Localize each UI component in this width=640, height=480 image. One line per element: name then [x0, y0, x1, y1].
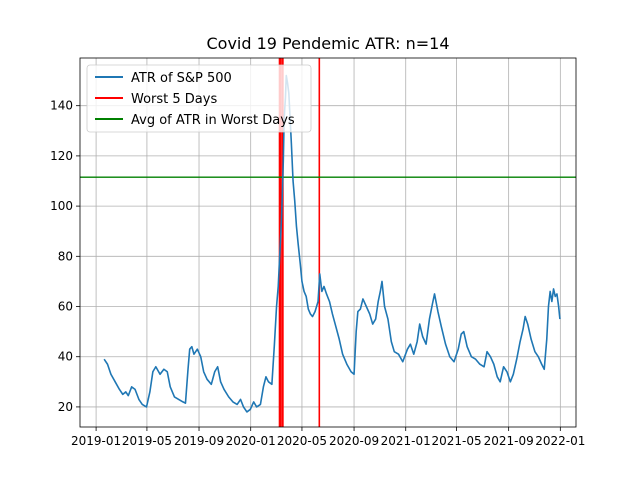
x-tick-label: 2020-05	[277, 434, 327, 448]
legend-label-worst-days: Worst 5 Days	[131, 92, 217, 107]
atr-series-line	[103, 74, 561, 413]
grid-layer	[80, 58, 576, 427]
x-tick-label: 2019-05	[122, 434, 172, 448]
y-tick-label: 80	[58, 249, 73, 263]
legend-box	[86, 64, 312, 133]
y-tick-label: 60	[58, 300, 73, 314]
x-tick-label: 2021-09	[484, 434, 534, 448]
legend: ATR of S&P 500 Worst 5 Days Avg of ATR i…	[86, 64, 312, 133]
y-tick-label: 40	[58, 350, 73, 364]
x-tick-label: 2019-01	[71, 434, 121, 448]
y-axis-ticks: 20 40 60 80 100 120 140	[50, 99, 80, 414]
x-tick-label: 2021-05	[431, 434, 481, 448]
x-tick-label: 2020-09	[329, 434, 379, 448]
series-layer	[103, 74, 561, 413]
y-tick-label: 100	[50, 199, 73, 213]
y-tick-label: 120	[50, 149, 73, 163]
x-tick-label: 2022-01	[535, 434, 585, 448]
legend-label-atr: ATR of S&P 500	[131, 71, 232, 86]
plot-frame	[79, 57, 577, 428]
x-tick-label: 2020-01	[226, 434, 276, 448]
y-tick-label: 20	[58, 400, 73, 414]
legend-label-avg-atr: Avg of ATR in Worst Days	[131, 113, 295, 128]
x-axis-ticks: 2019-01 2019-05 2019-09 2020-01 2020-05 2020-…	[71, 427, 585, 448]
x-tick-label: 2021-01	[381, 434, 431, 448]
y-tick-label: 140	[50, 99, 73, 113]
x-tick-label: 2019-09	[174, 434, 224, 448]
chart-title: Covid 19 Pendemic ATR: n=14	[206, 34, 449, 53]
